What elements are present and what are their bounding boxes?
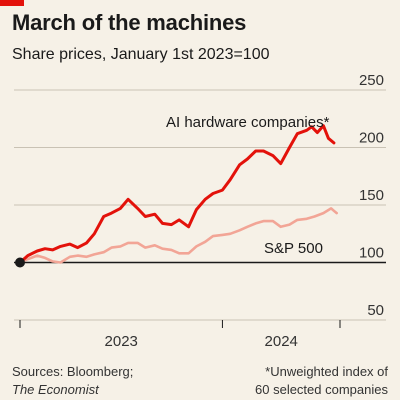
brand-tab bbox=[0, 0, 24, 6]
x-tick-label: 2024 bbox=[265, 333, 298, 350]
chart-subtitle: Share prices, January 1st 2023=100 bbox=[12, 46, 270, 63]
footnote-line-1: *Unweighted index of bbox=[265, 364, 388, 379]
y-tick-label: 100 bbox=[359, 245, 384, 262]
footnote: *Unweighted index of 60 selected compani… bbox=[255, 363, 388, 399]
series-line-sp500 bbox=[18, 207, 338, 264]
series-label-ai-hardware: AI hardware companies* bbox=[166, 114, 330, 131]
footnote-line-2: 60 selected companies bbox=[255, 382, 388, 397]
sources-note: Sources: Bloomberg; The Economist bbox=[12, 363, 133, 399]
series-line-ai-hardware bbox=[18, 124, 336, 264]
y-tick-label: 200 bbox=[359, 130, 384, 147]
chart-labels: 50 100 150 200 250 2023 2024 AI hardware compan… bbox=[105, 72, 384, 350]
series-label-sp500: S&P 500 bbox=[264, 240, 323, 257]
sources-line: Sources: Bloomberg; bbox=[12, 364, 134, 379]
chart-title: March of the machines bbox=[12, 10, 247, 35]
gridlines bbox=[14, 89, 386, 328]
origin-marker bbox=[15, 257, 25, 268]
y-tick-label: 150 bbox=[359, 187, 384, 204]
y-tick-label: 250 bbox=[359, 72, 384, 89]
x-tick-label: 2023 bbox=[105, 333, 138, 350]
y-tick-label: 50 bbox=[367, 302, 384, 319]
series-lines bbox=[15, 124, 338, 268]
sources-publisher: The Economist bbox=[12, 382, 99, 397]
